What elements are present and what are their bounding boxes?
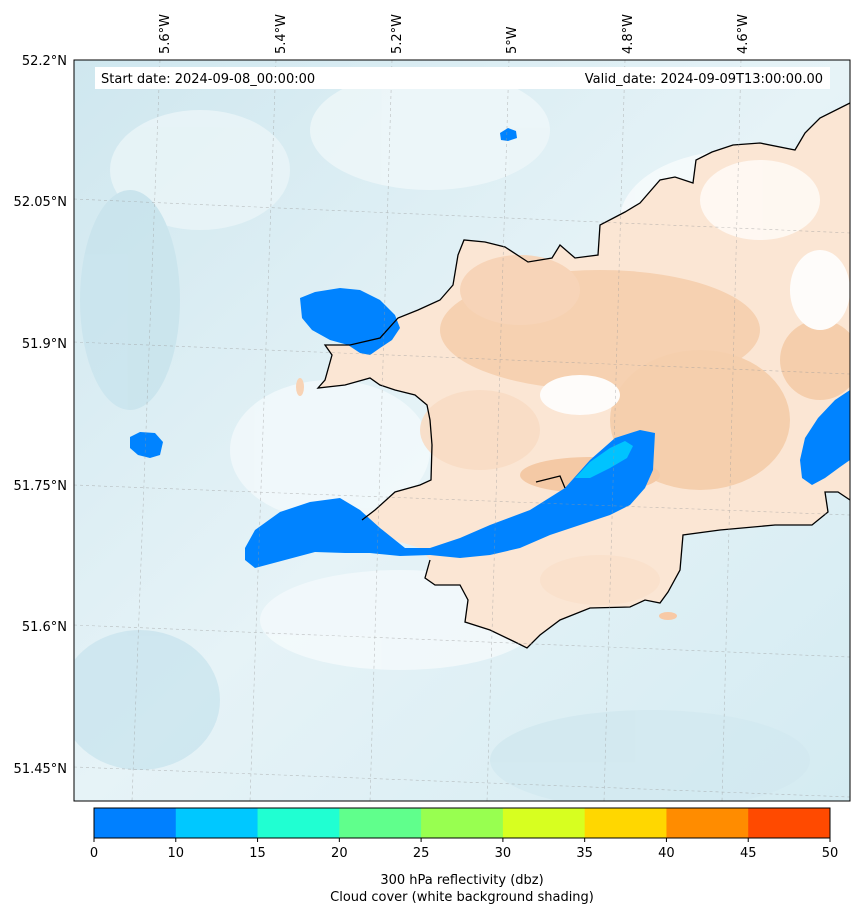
- colorbar-tick-label: 35: [576, 846, 593, 861]
- colorbar-segment: [502, 808, 586, 838]
- land-shading: [420, 160, 850, 605]
- map-panel: Start date: 2024-09-08_00:00:00 Valid_da…: [74, 60, 850, 801]
- reflectivity-blob: [300, 288, 400, 355]
- reflectivity-blob: [800, 390, 850, 485]
- valid-date-label: Valid_date: 2024-09-09T13:00:00.00: [585, 72, 823, 87]
- colorbar-segment: [257, 808, 340, 838]
- colorbar: 0 10 15 20 25 30 35 40 45 50 300 hPa reflectivity…: [90, 807, 838, 905]
- colorbar-tick-label: 10: [168, 846, 185, 861]
- cloud-cover-shading: [74, 70, 850, 801]
- colorbar-tick-label: 30: [495, 846, 512, 861]
- colorbar-tick-label: 25: [413, 846, 430, 861]
- coastline: [316, 102, 850, 649]
- reflectivity-areas: [130, 128, 850, 568]
- colorbar-segment: [94, 808, 177, 838]
- latitude-labels: 52.2°N 52.05°N 51.9°N 51.75°N 51.6°N 51.…: [14, 54, 67, 777]
- longitude-labels: 5.6°W 5.4°W 5.2°W 5°W 4.8°W 4.6°W: [158, 14, 751, 54]
- colorbar-segments: [94, 808, 831, 838]
- lat-label: 51.75°N: [14, 479, 67, 494]
- lon-label: 4.6°W: [736, 14, 751, 54]
- colorbar-segment: [421, 808, 504, 838]
- lat-label: 52.2°N: [22, 54, 67, 69]
- colorbar-segment: [339, 808, 422, 838]
- small-island: [659, 612, 677, 620]
- colorbar-segment: [748, 808, 831, 838]
- small-island: [296, 378, 304, 396]
- reflectivity-core: [575, 441, 633, 478]
- reflectivity-band: [245, 430, 655, 568]
- date-banner: [95, 67, 830, 89]
- colorbar-tick-label: 0: [90, 846, 98, 861]
- reflectivity-blob: [130, 432, 163, 458]
- colorbar-ticks: 0 10 15 20 25 30 35 40 45 50: [90, 838, 838, 861]
- map-frame: [73, 59, 851, 802]
- colorbar-label-line1: 300 hPa reflectivity (dbz): [380, 873, 543, 888]
- lat-label: 51.9°N: [22, 337, 67, 352]
- lon-label: 4.8°W: [621, 14, 636, 54]
- colorbar-tick-label: 40: [658, 846, 675, 861]
- colorbar-tick-label: 45: [740, 846, 757, 861]
- colorbar-segment: [584, 808, 667, 838]
- lat-label: 51.6°N: [22, 620, 67, 635]
- lon-label: 5.6°W: [158, 14, 173, 54]
- lat-label: 52.05°N: [14, 195, 67, 210]
- start-date-label: Start date: 2024-09-08_00:00:00: [101, 72, 315, 87]
- colorbar-label-line2: Cloud cover (white background shading): [330, 890, 594, 905]
- lon-label: 5°W: [505, 26, 520, 54]
- colorbar-segment: [175, 808, 259, 838]
- colorbar-frame: [93, 807, 831, 839]
- colorbar-tick-label: 15: [249, 846, 266, 861]
- reflectivity-blob: [500, 128, 517, 141]
- colorbar-tick-label: 50: [822, 846, 839, 861]
- lon-label: 5.2°W: [390, 14, 405, 54]
- lon-label: 5.4°W: [274, 14, 289, 54]
- lat-label: 51.45°N: [14, 762, 67, 777]
- colorbar-segment: [666, 808, 749, 838]
- colorbar-tick-label: 20: [331, 846, 348, 861]
